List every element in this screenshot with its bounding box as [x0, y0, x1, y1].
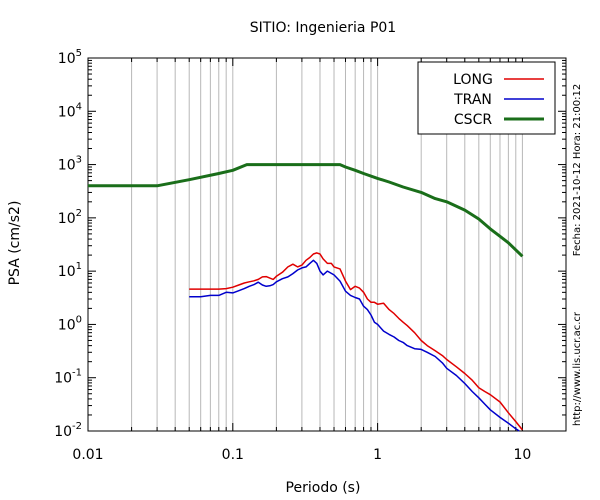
y-tick-exponent: 3: [76, 155, 82, 166]
y-tick-exponent: -2: [72, 421, 82, 432]
y-tick-label: 10-2: [54, 421, 82, 440]
chart-title: SITIO: Ingenieria P01: [250, 20, 396, 36]
y-tick-base: 10: [54, 424, 72, 440]
website-url: http://www.lis.ucr.ac.cr: [572, 311, 583, 426]
x-tick-label: 0.1: [222, 447, 244, 463]
plot-series: [88, 163, 524, 432]
y-tick-exponent: -1: [72, 368, 82, 379]
date-time-stamp: Fecha: 2021-10-12 Hora: 21:00:12: [572, 84, 583, 257]
y-tick-label: 105: [58, 48, 82, 67]
y-tick-exponent: 5: [76, 48, 82, 59]
x-tick-label: 1: [373, 447, 382, 463]
legend-label: LONG: [453, 72, 493, 88]
y-tick-base: 10: [58, 104, 76, 120]
series-line-tran: [189, 259, 520, 432]
y-tick-base: 10: [58, 158, 76, 174]
y-tick-label: 103: [58, 155, 82, 174]
x-axis-label: Periodo (s): [286, 480, 361, 496]
y-tick-base: 10: [58, 51, 76, 67]
y-tick-base: 10: [58, 264, 76, 280]
legend: LONG TRAN CSCR: [417, 61, 556, 135]
x-tick-label: 0.01: [72, 447, 103, 463]
series-line-long: [189, 252, 523, 431]
y-tick-label: 10-1: [54, 368, 82, 387]
y-tick-label: 104: [58, 101, 82, 120]
series-line-cscr: [88, 163, 524, 258]
y-tick-exponent: 4: [76, 101, 82, 112]
y-tick-base: 10: [58, 317, 76, 333]
y-tick-label: 102: [58, 208, 82, 227]
y-axis-label: PSA (cm/s2): [7, 201, 23, 286]
y-tick-base: 10: [54, 371, 72, 387]
plot-frame: [87, 57, 567, 432]
y-tick-exponent: 2: [76, 208, 82, 219]
y-tick-exponent: 1: [76, 261, 82, 272]
y-tick-label: 100: [58, 314, 82, 333]
y-tick-base: 10: [58, 211, 76, 227]
legend-label: CSCR: [454, 112, 492, 128]
y-tick-exponent: 0: [76, 314, 82, 325]
x-tick-label: 10: [513, 447, 531, 463]
legend-label: TRAN: [453, 92, 492, 108]
y-tick-label: 101: [58, 261, 82, 280]
legend-box: [417, 61, 556, 135]
